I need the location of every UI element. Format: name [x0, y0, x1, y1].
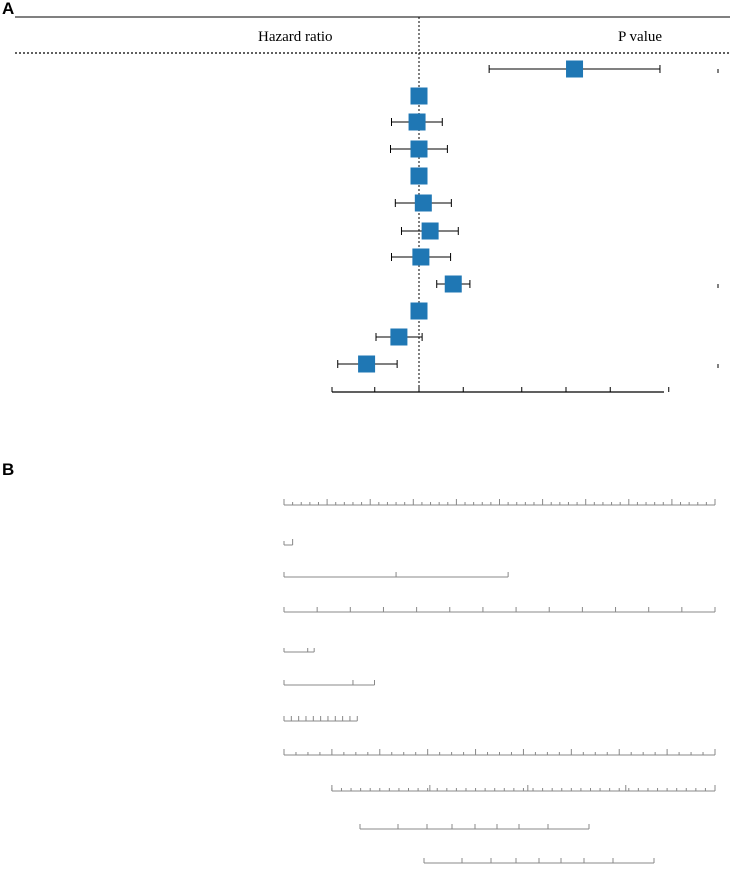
- hazard-ratio-box: [408, 113, 426, 131]
- panel-a-letter: A: [2, 0, 14, 18]
- hazard-ratio-box: [421, 222, 439, 240]
- hazard-ratio-box: [414, 194, 432, 212]
- hazard-ratio-box: [410, 87, 428, 105]
- hazard-ratio-box: [566, 60, 584, 78]
- hazard-ratio-header: Hazard ratio: [258, 29, 333, 45]
- hazard-ratio-box: [410, 302, 428, 320]
- hazard-ratio-box: [390, 328, 408, 346]
- nomogram: [283, 499, 716, 864]
- p-value-header: P value: [618, 29, 662, 45]
- hazard-ratio-box: [410, 140, 428, 158]
- forest-plot: [331, 17, 719, 393]
- hazard-ratio-box: [410, 167, 428, 185]
- hazard-ratio-box: [412, 248, 430, 266]
- hazard-ratio-box: [358, 355, 376, 373]
- panel-b-letter: B: [2, 460, 14, 479]
- hazard-ratio-box: [444, 275, 462, 293]
